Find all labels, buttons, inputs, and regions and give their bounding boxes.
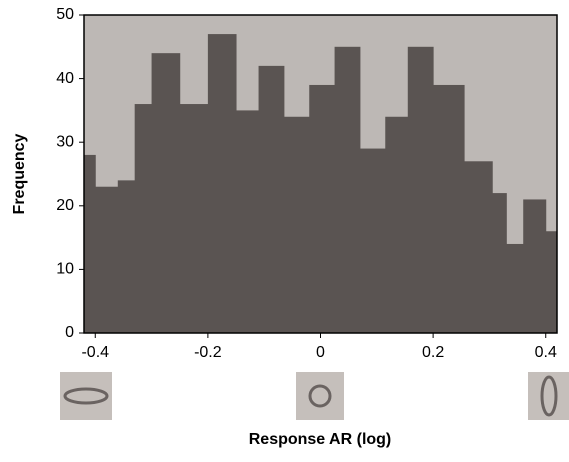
- bar: [151, 53, 181, 333]
- bar: [283, 116, 310, 333]
- y-tick-label: 40: [56, 70, 74, 87]
- icon-tall: [528, 372, 569, 420]
- bar: [506, 243, 524, 333]
- y-axis-label: Frequency: [11, 133, 28, 214]
- x-tick-label: 0.2: [422, 344, 444, 361]
- bar: [236, 110, 260, 334]
- y-tick-label: 0: [65, 324, 74, 341]
- y-tick-label: 20: [56, 197, 74, 214]
- x-tick-label: -0.4: [81, 344, 109, 361]
- bar: [433, 84, 465, 334]
- bar: [95, 186, 119, 333]
- bar: [359, 148, 386, 333]
- bar: [545, 231, 558, 333]
- bar: [407, 46, 434, 334]
- bar: [134, 104, 153, 333]
- bar: [385, 116, 409, 333]
- bar: [179, 104, 209, 333]
- x-axis-label: Response AR (log): [249, 431, 392, 448]
- bar: [492, 193, 507, 333]
- x-tick-label: -0.2: [194, 344, 222, 361]
- bar: [464, 161, 493, 333]
- y-tick-label: 50: [56, 6, 74, 23]
- icon-round: [296, 372, 344, 420]
- bar: [523, 199, 547, 333]
- bar: [117, 180, 136, 333]
- bar: [207, 34, 237, 333]
- icon-wide: [60, 372, 112, 420]
- y-tick-label: 30: [56, 133, 74, 150]
- bar: [258, 65, 285, 333]
- x-tick-label: 0.4: [535, 344, 557, 361]
- x-tick-label: 0: [316, 344, 325, 361]
- bar: [309, 84, 336, 334]
- bar: [334, 46, 361, 334]
- y-tick-label: 10: [56, 261, 74, 278]
- bar: [84, 154, 96, 333]
